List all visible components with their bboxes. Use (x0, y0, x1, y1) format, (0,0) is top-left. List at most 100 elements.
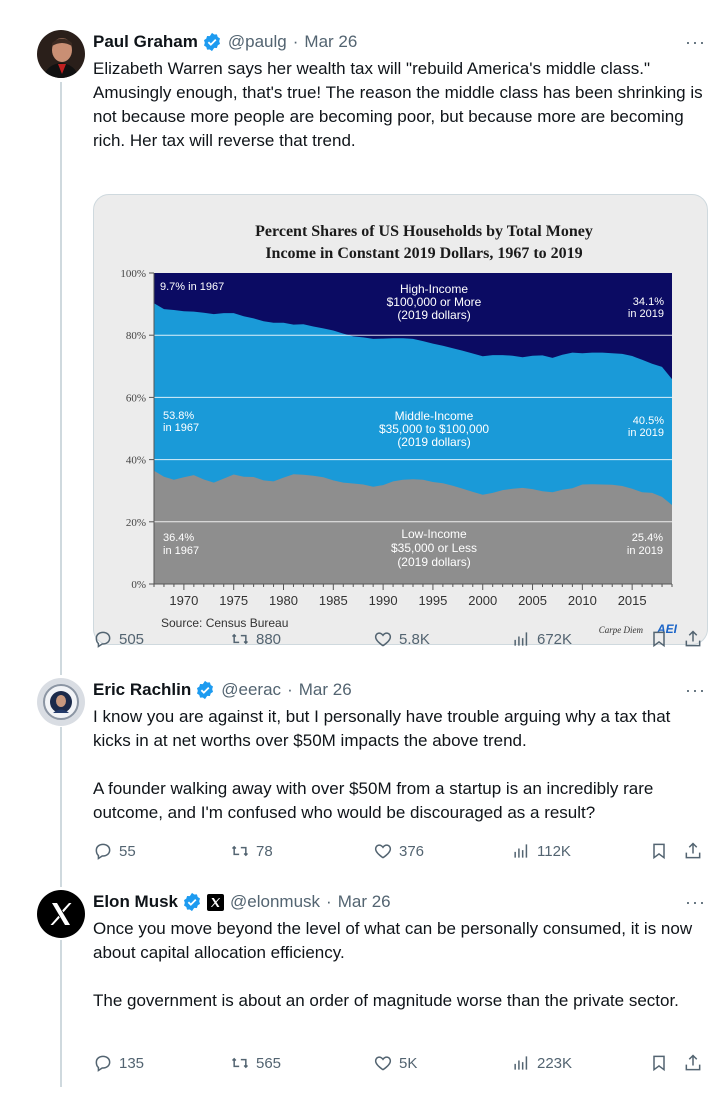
y-tick-label: 40% (126, 455, 146, 467)
share-button[interactable] (683, 627, 703, 651)
bookmark-button[interactable] (649, 1051, 669, 1075)
high-income-label: $100,000 or More (387, 295, 482, 309)
low-income-label: (2019 dollars) (397, 555, 470, 569)
middle-income-label: Middle-Income (395, 409, 474, 423)
tweet-actions: 135 565 5K 223K (93, 1051, 713, 1075)
x-tick-label: 1975 (219, 593, 248, 608)
thread-line-2 (60, 727, 62, 887)
low-income-start-label: in 1967 (163, 545, 199, 557)
tweet-paragraph: Elizabeth Warren says her wealth tax wil… (93, 59, 703, 150)
author-name[interactable]: Eric Rachlin (93, 680, 192, 699)
author-name[interactable]: Elon Musk (93, 892, 179, 911)
middle-income-start-label: 53.8% (163, 410, 194, 422)
repost-button[interactable]: 565 (230, 1051, 281, 1075)
bookmark-button[interactable] (649, 627, 669, 651)
low-income-end-label: 25.4% (632, 532, 663, 544)
high-income-start-label: 9.7% in 1967 (160, 281, 224, 293)
more-options-button[interactable]: ··· (685, 892, 706, 912)
chart-source: Source: Census Bureau (161, 616, 288, 630)
like-count: 5K (399, 1054, 418, 1072)
views-button[interactable]: 223K (511, 1051, 572, 1075)
tweet-actions: 55 78 376 112K (93, 839, 713, 863)
avatar[interactable] (37, 30, 85, 78)
tweet-header: Paul Graham @paulg · Mar 26 (93, 30, 357, 54)
y-tick-label: 100% (120, 268, 146, 280)
views-icon (514, 844, 528, 858)
chart-title-line-1: Percent Shares of US Households by Total… (255, 223, 593, 240)
middle-income-end-label: 40.5% (633, 415, 664, 427)
author-handle[interactable]: @paulg (227, 32, 287, 51)
area-chart: Percent Shares of US Households by Total… (120, 223, 677, 636)
reply-button[interactable]: 505 (93, 627, 144, 651)
tweet-eric-rachlin[interactable]: Eric Rachlin @eerac · Mar 26 ··· I know … (0, 678, 728, 870)
author-handle[interactable]: @elonmusk (230, 892, 321, 911)
tweet-header: Eric Rachlin @eerac · Mar 26 (93, 678, 352, 702)
repost-icon (231, 633, 249, 645)
tweet-paragraph: A founder walking away with over $50M fr… (93, 779, 654, 822)
bookmark-button[interactable] (649, 839, 669, 863)
more-options-button[interactable]: ··· (685, 32, 706, 52)
author-handle[interactable]: @eerac (221, 680, 282, 699)
repost-count: 78 (256, 842, 273, 860)
x-tick-label: 1970 (169, 593, 198, 608)
x-tick-label: 1995 (418, 593, 447, 608)
like-button[interactable]: 5.8K (373, 627, 430, 651)
share-button[interactable] (683, 1051, 703, 1075)
repost-button[interactable]: 78 (230, 839, 273, 863)
x-tick-label: 1990 (369, 593, 398, 608)
verified-badge-icon (202, 32, 222, 52)
tweet-date[interactable]: Mar 26 (298, 680, 352, 699)
tweet-paragraph: I know you are against it, but I persona… (93, 707, 671, 750)
author-name[interactable]: Paul Graham (93, 32, 198, 51)
more-options-button[interactable]: ··· (685, 680, 706, 700)
view-count: 112K (537, 842, 571, 860)
tweet-date[interactable]: Mar 26 (304, 32, 358, 51)
x-tick-label: 2015 (618, 593, 647, 608)
reply-button[interactable]: 55 (93, 839, 136, 863)
x-affiliate-icon[interactable] (207, 893, 225, 911)
reply-count: 55 (119, 842, 136, 860)
middle-income-start-label: in 1967 (163, 422, 199, 434)
repost-button[interactable]: 880 (230, 627, 281, 651)
heart-icon (374, 1056, 392, 1071)
bookmark-icon (653, 1055, 665, 1072)
x-tick-label: 1985 (319, 593, 348, 608)
middle-income-end-label: in 2019 (628, 427, 664, 439)
repost-count: 880 (256, 630, 282, 648)
tweet-paul-graham[interactable]: Paul Graham @paulg · Mar 26 ··· Elizabet… (0, 30, 728, 660)
verified-badge-icon (195, 680, 215, 700)
high-income-end-label: in 2019 (628, 308, 664, 320)
tweet-elon-musk[interactable]: Elon Musk @elonmusk · Mar 26 ··· Once yo… (0, 890, 728, 1080)
reply-count: 505 (119, 630, 145, 648)
y-tick-label: 0% (131, 579, 146, 591)
reply-icon (95, 1055, 111, 1072)
avatar[interactable] (37, 678, 85, 726)
tweet-date[interactable]: Mar 26 (337, 892, 391, 911)
x-tick-label: 1980 (269, 593, 298, 608)
chart-brand: Carpe Diem (599, 625, 644, 635)
tweet-paragraph: The government is about an order of magn… (93, 991, 679, 1010)
middle-income-label: (2019 dollars) (397, 435, 470, 449)
share-icon (685, 1054, 701, 1071)
views-button[interactable]: 112K (511, 839, 571, 863)
repost-icon (231, 845, 249, 857)
x-tick-label: 2000 (468, 593, 497, 608)
repost-count: 565 (256, 1054, 282, 1072)
views-button[interactable]: 672K (511, 627, 572, 651)
y-tick-label: 80% (126, 330, 146, 342)
like-button[interactable]: 376 (373, 839, 424, 863)
share-icon (685, 842, 701, 859)
repost-icon (231, 1057, 249, 1069)
middle-income-label: $35,000 to $100,000 (379, 422, 489, 436)
heart-icon (374, 632, 392, 647)
chart-title-line-2: Income in Constant 2019 Dollars, 1967 to… (265, 245, 582, 262)
tweet-text: I know you are against it, but I persona… (93, 705, 708, 825)
thread-line-1 (60, 82, 62, 675)
avatar[interactable] (37, 890, 85, 938)
like-button[interactable]: 5K (373, 1051, 417, 1075)
low-income-end-label: in 2019 (627, 545, 663, 557)
view-count: 223K (537, 1054, 573, 1072)
reply-button[interactable]: 135 (93, 1051, 144, 1075)
share-button[interactable] (683, 839, 703, 863)
chart-image[interactable]: Percent Shares of US Households by Total… (93, 194, 708, 645)
